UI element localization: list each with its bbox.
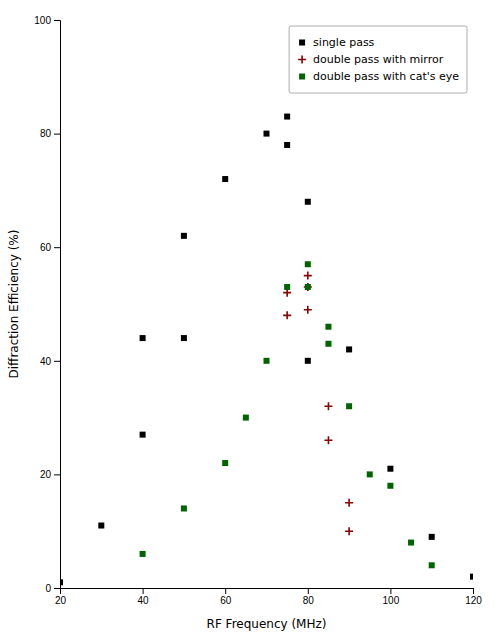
tick-mark (54, 247, 60, 248)
point (325, 341, 331, 347)
series (283, 272, 353, 536)
legend-item: double pass with mirror (298, 53, 444, 66)
legend-item: double pass with cat's eye (299, 70, 459, 83)
tick-label: 80 (40, 128, 52, 139)
series (60, 114, 473, 586)
legend: single pass double pass with mirror double… (289, 26, 467, 93)
point (304, 283, 312, 291)
series (140, 261, 435, 568)
tick: 60 (220, 588, 232, 606)
point (284, 114, 290, 120)
axis-line (54, 21, 61, 589)
point (325, 324, 331, 330)
tick-mark (54, 20, 60, 21)
point (304, 272, 312, 280)
x-axis: 20 40 60 80 100 120 (55, 588, 482, 606)
legend-label: single pass (313, 36, 375, 49)
point (181, 505, 187, 511)
legend-item: single pass (299, 36, 375, 49)
tick-mark (473, 588, 474, 594)
tick-label: 120 (465, 595, 482, 606)
point (264, 358, 270, 364)
legend-label: double pass with cat's eye (313, 70, 459, 83)
point (140, 335, 146, 341)
point (304, 306, 312, 314)
point (243, 415, 249, 421)
point (140, 551, 146, 557)
y-axis: 0 20 40 60 80 100 (34, 15, 60, 594)
plot: 20 40 60 80 100 120 0 20 40 60 80 100 RF Frequency (… (7, 15, 482, 631)
legend-box (289, 26, 467, 93)
point (140, 432, 146, 438)
chart: 20 40 60 80 100 120 0 20 40 60 80 100 RF Frequency (… (0, 0, 495, 640)
legend-marker (299, 40, 305, 46)
tick: 80 (40, 128, 60, 139)
legend-marker (299, 74, 305, 80)
tick-mark (143, 588, 144, 594)
tick: 100 (34, 15, 60, 26)
legend-label: double pass with mirror (313, 53, 444, 66)
point (284, 142, 290, 148)
point (408, 540, 414, 546)
x-axis-title: RF Frequency (MHz) (207, 617, 327, 631)
point (346, 403, 352, 409)
tick-mark (390, 588, 391, 594)
point (324, 436, 332, 444)
y-axis-title: Diffraction Efficiency (%) (7, 230, 21, 379)
point (60, 579, 63, 585)
point (181, 335, 187, 341)
point (387, 466, 393, 472)
point (429, 562, 435, 568)
point (98, 523, 104, 529)
legend-marker (298, 56, 306, 64)
point (345, 499, 353, 507)
tick-mark (54, 474, 60, 475)
point (222, 460, 228, 466)
tick-label: 40 (138, 595, 150, 606)
point (324, 402, 332, 410)
point (470, 574, 473, 580)
point (181, 233, 187, 239)
tick-label: 60 (40, 242, 52, 253)
tick: 20 (40, 469, 60, 480)
tick: 40 (40, 356, 60, 367)
tick-mark (54, 588, 60, 589)
tick: 0 (45, 583, 60, 594)
point (429, 534, 435, 540)
tick: 120 (465, 588, 482, 606)
tick-label: 80 (303, 595, 315, 606)
point (346, 346, 352, 352)
point (284, 284, 290, 290)
tick: 80 (303, 588, 315, 606)
point (367, 471, 373, 477)
point (305, 284, 311, 290)
point (305, 261, 311, 267)
tick-label: 60 (220, 595, 232, 606)
tick: 100 (383, 588, 400, 606)
marks (60, 114, 473, 586)
tick: 60 (40, 242, 60, 253)
tick-label: 0 (45, 583, 51, 594)
point (305, 199, 311, 205)
tick-mark (54, 361, 60, 362)
tick: 20 (55, 588, 67, 606)
point (264, 131, 270, 137)
axis-line (61, 589, 474, 595)
point (305, 358, 311, 364)
point (345, 527, 353, 535)
tick-label: 20 (40, 469, 52, 480)
tick-label: 40 (40, 356, 52, 367)
point (283, 311, 291, 319)
tick-mark (54, 134, 60, 135)
tick-label: 100 (383, 595, 400, 606)
tick-label: 20 (55, 595, 67, 606)
tick-mark (225, 588, 226, 594)
point (222, 176, 228, 182)
tick-label: 100 (34, 15, 51, 26)
tick: 40 (138, 588, 150, 606)
tick-mark (308, 588, 309, 594)
point (387, 483, 393, 489)
